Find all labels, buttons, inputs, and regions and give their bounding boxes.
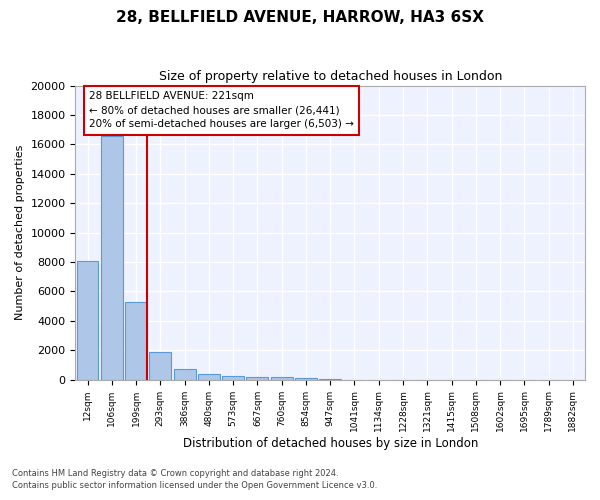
Bar (101, 136, 123, 380)
Title: Size of property relative to detached houses in London: Size of property relative to detached ho… (158, 70, 502, 83)
Text: Contains HM Land Registry data © Crown copyright and database right 2024.
Contai: Contains HM Land Registry data © Crown c… (12, 468, 377, 490)
Bar (319, 378, 341, 380)
Text: 28 BELLFIELD AVENUE: 221sqm
← 80% of detached houses are smaller (26,441)
20% of: 28 BELLFIELD AVENUE: 221sqm ← 80% of det… (89, 92, 353, 130)
Bar (173, 370, 196, 380)
Bar (77, 260, 98, 380)
Bar (149, 352, 171, 380)
Bar (198, 374, 220, 380)
X-axis label: Distribution of detached houses by size in London: Distribution of detached houses by size … (182, 437, 478, 450)
Bar (247, 376, 268, 380)
Text: 28, BELLFIELD AVENUE, HARROW, HA3 6SX: 28, BELLFIELD AVENUE, HARROW, HA3 6SX (116, 10, 484, 25)
Bar (222, 376, 244, 380)
Bar (295, 378, 317, 380)
Bar (125, 302, 147, 380)
Y-axis label: Number of detached properties: Number of detached properties (15, 145, 25, 320)
Bar (271, 377, 293, 380)
